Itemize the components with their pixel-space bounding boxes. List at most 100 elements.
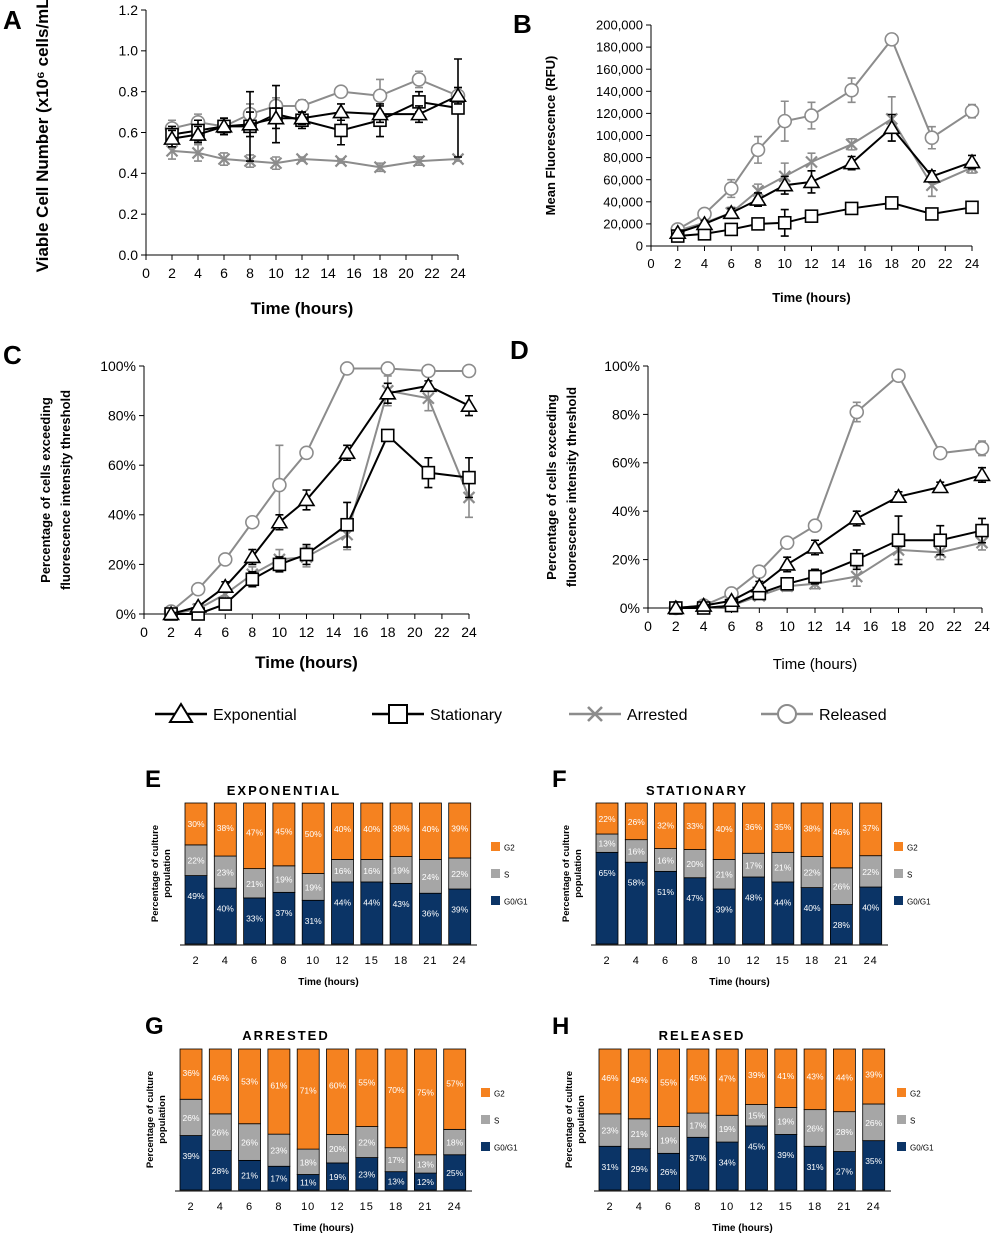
- data-point-exponential: [241, 115, 259, 131]
- bar-6: 51% 16% 32%: [654, 802, 677, 945]
- x-tick-label: 16: [863, 618, 879, 634]
- bar-segment-g2: [742, 802, 765, 854]
- x-tick-label: 6: [728, 256, 735, 271]
- x-tick-label: 6: [662, 955, 669, 967]
- series-arrested: [165, 141, 465, 174]
- data-point-stationary: [299, 547, 314, 562]
- data-point-stationary: [421, 465, 436, 480]
- bar-12: 48% 17% 36%: [742, 802, 765, 945]
- x-tick-label: 10: [268, 265, 284, 281]
- data-point-released: [723, 181, 739, 196]
- data-point-exponential: [338, 444, 357, 460]
- data-point-exponential: [806, 538, 824, 554]
- bar-segment-g2: [627, 1048, 651, 1120]
- y-axis-label-line1: Percentage of culture: [564, 1071, 575, 1168]
- data-point-released: [932, 445, 948, 461]
- x-tick-label: 24: [864, 955, 878, 967]
- data-label-s: 26%: [865, 1118, 882, 1128]
- x-tick-label: 2: [606, 1201, 613, 1213]
- data-label-g0-g1: 39%: [182, 1151, 199, 1161]
- bar-segment-g2: [598, 1048, 622, 1115]
- data-label-g2: 33%: [686, 821, 703, 831]
- x-tick-label: 10: [778, 256, 792, 271]
- bar-segment-g2: [624, 802, 648, 841]
- y-axis-label-line1: Percentage of culture: [145, 1071, 156, 1168]
- x-tick-label: 0: [644, 618, 652, 634]
- bar-10: 11% 18% 71%: [296, 1048, 320, 1191]
- x-tick-label: 8: [691, 955, 698, 967]
- legend-swatch-s: [491, 869, 500, 878]
- data-label-g0-g1: 29%: [631, 1164, 648, 1174]
- x-tick-label: 8: [694, 1201, 701, 1213]
- data-point-exponential: [162, 605, 180, 621]
- x-tick-label: 12: [335, 955, 349, 967]
- legend-label-s: S: [494, 1117, 499, 1126]
- data-label-g2: 38%: [804, 823, 821, 833]
- x-tick-label: 12: [746, 955, 760, 967]
- data-label-g2: 50%: [305, 829, 322, 839]
- y-axis-label-line1: Percentage of culture: [561, 825, 572, 922]
- data-point-stationary: [804, 209, 819, 223]
- x-tick-label: 2: [674, 256, 681, 271]
- data-label-s: 23%: [217, 868, 234, 878]
- x-tick-label: 15: [365, 955, 379, 967]
- series-exponential: [163, 86, 467, 148]
- data-label-g2: 61%: [270, 1080, 287, 1090]
- data-label-s: 17%: [689, 1121, 706, 1131]
- y-axis-label-line1: Percentage of cells exceeding: [544, 394, 559, 580]
- y-axis-label-line2: fluorescence intensity threshold: [564, 387, 579, 587]
- x-axis-label: Time (hours): [709, 977, 769, 988]
- legend-label-g0-g1: G0/G1: [910, 1144, 934, 1153]
- x-tick-label: 18: [389, 1201, 403, 1213]
- x-tick-label: 2: [187, 1201, 194, 1213]
- data-label-s: 17%: [388, 1155, 405, 1165]
- circle-icon: [777, 704, 797, 724]
- chart-d: D0%20%40%60%80%100%0 2 4 6 8 10 12 14 16 18 20 22 24…: [510, 335, 991, 673]
- series-exponential: [162, 377, 478, 621]
- y-tick-label: 1.2: [119, 2, 139, 18]
- series-line-stationary: [171, 433, 470, 615]
- bar-segment-g2: [448, 802, 472, 859]
- data-label-g0-g1: 13%: [388, 1176, 405, 1186]
- data-label-g0-g1: 39%: [777, 1150, 794, 1160]
- series-line-exponential: [677, 126, 973, 234]
- bar-segment-g0-g1: [771, 881, 795, 945]
- y-tick-label: 0%: [116, 606, 136, 622]
- data-label-g0-g1: 65%: [598, 868, 615, 878]
- panel-label-a: A: [3, 5, 22, 35]
- chart-b: B 0 20,000 40,000 60,000 80,000 100,000 120,000…: [513, 9, 981, 305]
- x-tick-label: 24: [450, 265, 466, 281]
- bar-segment-g2: [272, 802, 296, 867]
- data-point-released: [884, 32, 900, 47]
- x-tick-label: 16: [346, 265, 362, 281]
- bar-12: 44% 16% 40%: [331, 802, 354, 945]
- series-released: [670, 32, 980, 237]
- data-label-g0-g1: 40%: [804, 903, 821, 913]
- y-tick-label: 1.0: [119, 43, 139, 59]
- x-tick-label: 22: [434, 624, 450, 640]
- data-point-exponential: [378, 384, 397, 400]
- data-point-exponential: [722, 592, 741, 608]
- chart-title: STATIONARY: [646, 783, 748, 798]
- data-point-released: [844, 82, 859, 98]
- data-label-g2: 71%: [300, 1086, 317, 1096]
- legend-swatch-g0-g1: [491, 896, 500, 905]
- data-label-g0-g1: 26%: [660, 1167, 677, 1177]
- x-tick-label: 4: [636, 1201, 643, 1213]
- data-point-exponential: [163, 130, 181, 145]
- data-label-s: 26%: [241, 1138, 258, 1148]
- data-label-g2: 39%: [865, 1070, 882, 1080]
- series-released: [668, 368, 990, 616]
- data-point-exponential: [332, 103, 350, 119]
- y-tick-label: 100%: [100, 358, 136, 374]
- panel-label-c: C: [3, 340, 22, 370]
- data-point-exponential: [189, 125, 207, 141]
- x-tick-label: 4: [222, 955, 229, 967]
- data-point-exponential: [889, 488, 908, 503]
- data-point-released: [190, 581, 206, 597]
- data-point-exponential: [293, 109, 311, 125]
- bar-24: 35% 26% 39%: [862, 1048, 886, 1191]
- x-tick-label: 12: [299, 624, 315, 640]
- data-label-g0-g1: 58%: [628, 878, 645, 888]
- x-tick-label: 18: [380, 624, 396, 640]
